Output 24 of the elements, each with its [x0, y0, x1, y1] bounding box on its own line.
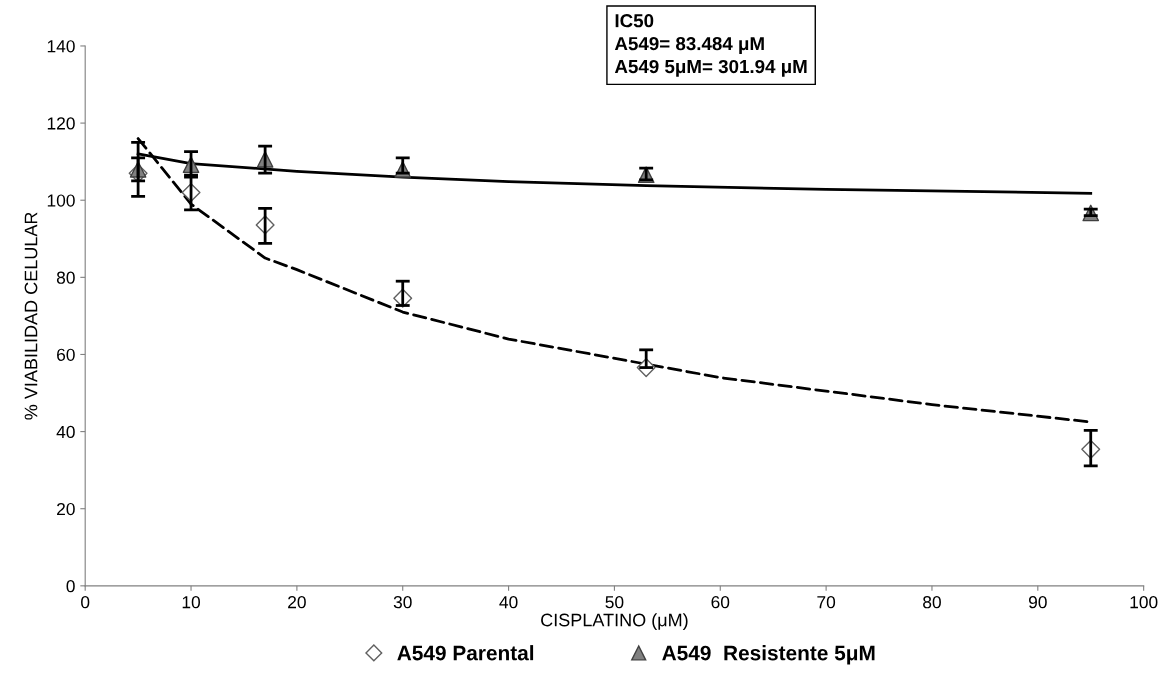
x-tick-label: 40 — [499, 596, 518, 609]
x-tick-label: 100 — [1130, 596, 1158, 609]
x-tick-label: 30 — [393, 596, 412, 609]
y-tick-label: 140 — [47, 40, 75, 53]
y-axis-title: % VIABILIDAD CELULAR — [24, 212, 38, 420]
y-tick-label: 40 — [56, 425, 75, 439]
y-tick-label: 20 — [57, 502, 75, 516]
x-tick-label: 60 — [711, 596, 730, 609]
legend-label: A549 Parental — [397, 645, 534, 661]
y-tick-label: 0 — [66, 580, 75, 593]
annotation: IC50 A549= 83.484 μM A549 5μM= 301.94 μM — [614, 14, 807, 77]
y-tick-label: 80 — [56, 271, 75, 284]
x-tick-label: 50 — [605, 596, 624, 609]
x-tick-label: 10 — [182, 596, 201, 609]
x-tick-label: 20 — [288, 596, 306, 609]
x-tick-label: 0 — [81, 596, 90, 609]
y-tick-label: 120 — [47, 117, 75, 130]
x-tick-label: 80 — [923, 596, 941, 609]
y-tick-label: 60 — [57, 348, 75, 361]
x-axis-title: CISPLATINO (μM) — [541, 613, 688, 630]
x-tick-label: 90 — [1028, 596, 1047, 609]
legend-label: A549 Resistente 5μM — [662, 645, 875, 665]
y-tick-label: 100 — [47, 194, 75, 207]
x-tick-label: 70 — [817, 596, 836, 609]
